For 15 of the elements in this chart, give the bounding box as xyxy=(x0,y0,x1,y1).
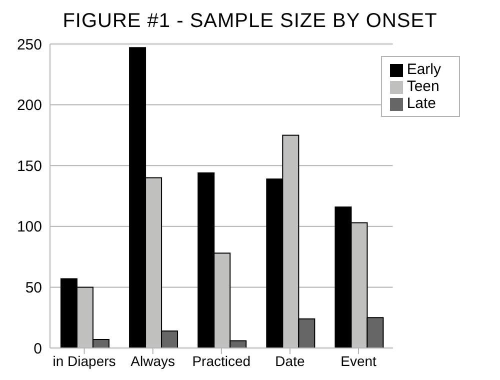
x-tick-label: Always xyxy=(130,352,176,369)
y-tick-label: 50 xyxy=(25,280,42,297)
x-tick-label: Event xyxy=(340,352,377,369)
y-tick-label: 0 xyxy=(34,340,42,358)
legend-label: Early xyxy=(406,61,441,78)
y-tick-label: 250 xyxy=(16,36,42,54)
y-tick-label: 200 xyxy=(16,97,42,114)
chart-title: FIGURE #1 - SAMPLE SIZE BY ONSET xyxy=(62,9,438,34)
y-tick-label: 100 xyxy=(16,218,42,236)
x-tick-label: Practiced xyxy=(192,352,251,369)
legend-label: Late xyxy=(406,95,436,112)
y-tick-label: 150 xyxy=(16,158,42,175)
x-tick-label: Date xyxy=(275,352,305,369)
legend-label: Teen xyxy=(406,78,440,95)
x-tick-label: in Diapers xyxy=(52,352,116,369)
